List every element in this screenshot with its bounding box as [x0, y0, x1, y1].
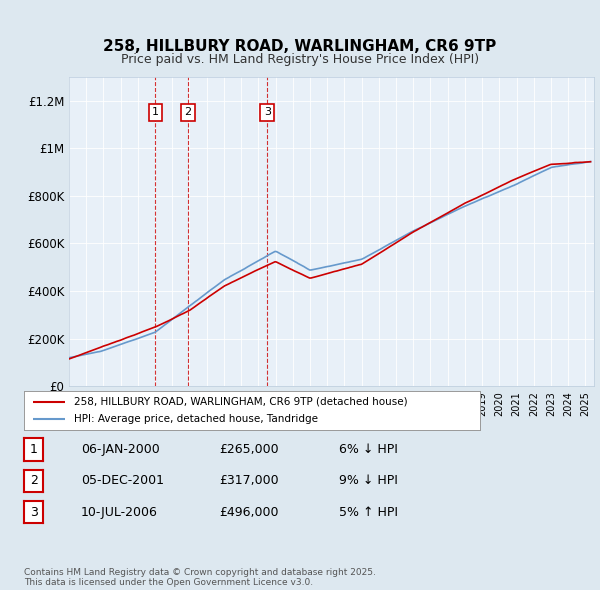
Text: £496,000: £496,000: [219, 506, 278, 519]
Text: 3: 3: [264, 107, 271, 117]
Text: 06-JAN-2000: 06-JAN-2000: [81, 443, 160, 456]
Text: £317,000: £317,000: [219, 474, 278, 487]
Text: HPI: Average price, detached house, Tandridge: HPI: Average price, detached house, Tand…: [74, 414, 318, 424]
Text: 258, HILLBURY ROAD, WARLINGHAM, CR6 9TP (detached house): 258, HILLBURY ROAD, WARLINGHAM, CR6 9TP …: [74, 397, 408, 407]
Text: 3: 3: [30, 506, 38, 519]
Text: 10-JUL-2006: 10-JUL-2006: [81, 506, 158, 519]
Text: Contains HM Land Registry data © Crown copyright and database right 2025.
This d: Contains HM Land Registry data © Crown c…: [24, 568, 376, 587]
Text: 2: 2: [30, 474, 38, 487]
Text: 1: 1: [30, 443, 38, 456]
Text: £265,000: £265,000: [219, 443, 278, 456]
Text: 1: 1: [152, 107, 159, 117]
Text: 2: 2: [185, 107, 191, 117]
Text: Price paid vs. HM Land Registry's House Price Index (HPI): Price paid vs. HM Land Registry's House …: [121, 53, 479, 66]
Text: 258, HILLBURY ROAD, WARLINGHAM, CR6 9TP: 258, HILLBURY ROAD, WARLINGHAM, CR6 9TP: [103, 40, 497, 54]
Text: 9% ↓ HPI: 9% ↓ HPI: [339, 474, 398, 487]
Text: 05-DEC-2001: 05-DEC-2001: [81, 474, 164, 487]
Text: 5% ↑ HPI: 5% ↑ HPI: [339, 506, 398, 519]
Text: 6% ↓ HPI: 6% ↓ HPI: [339, 443, 398, 456]
